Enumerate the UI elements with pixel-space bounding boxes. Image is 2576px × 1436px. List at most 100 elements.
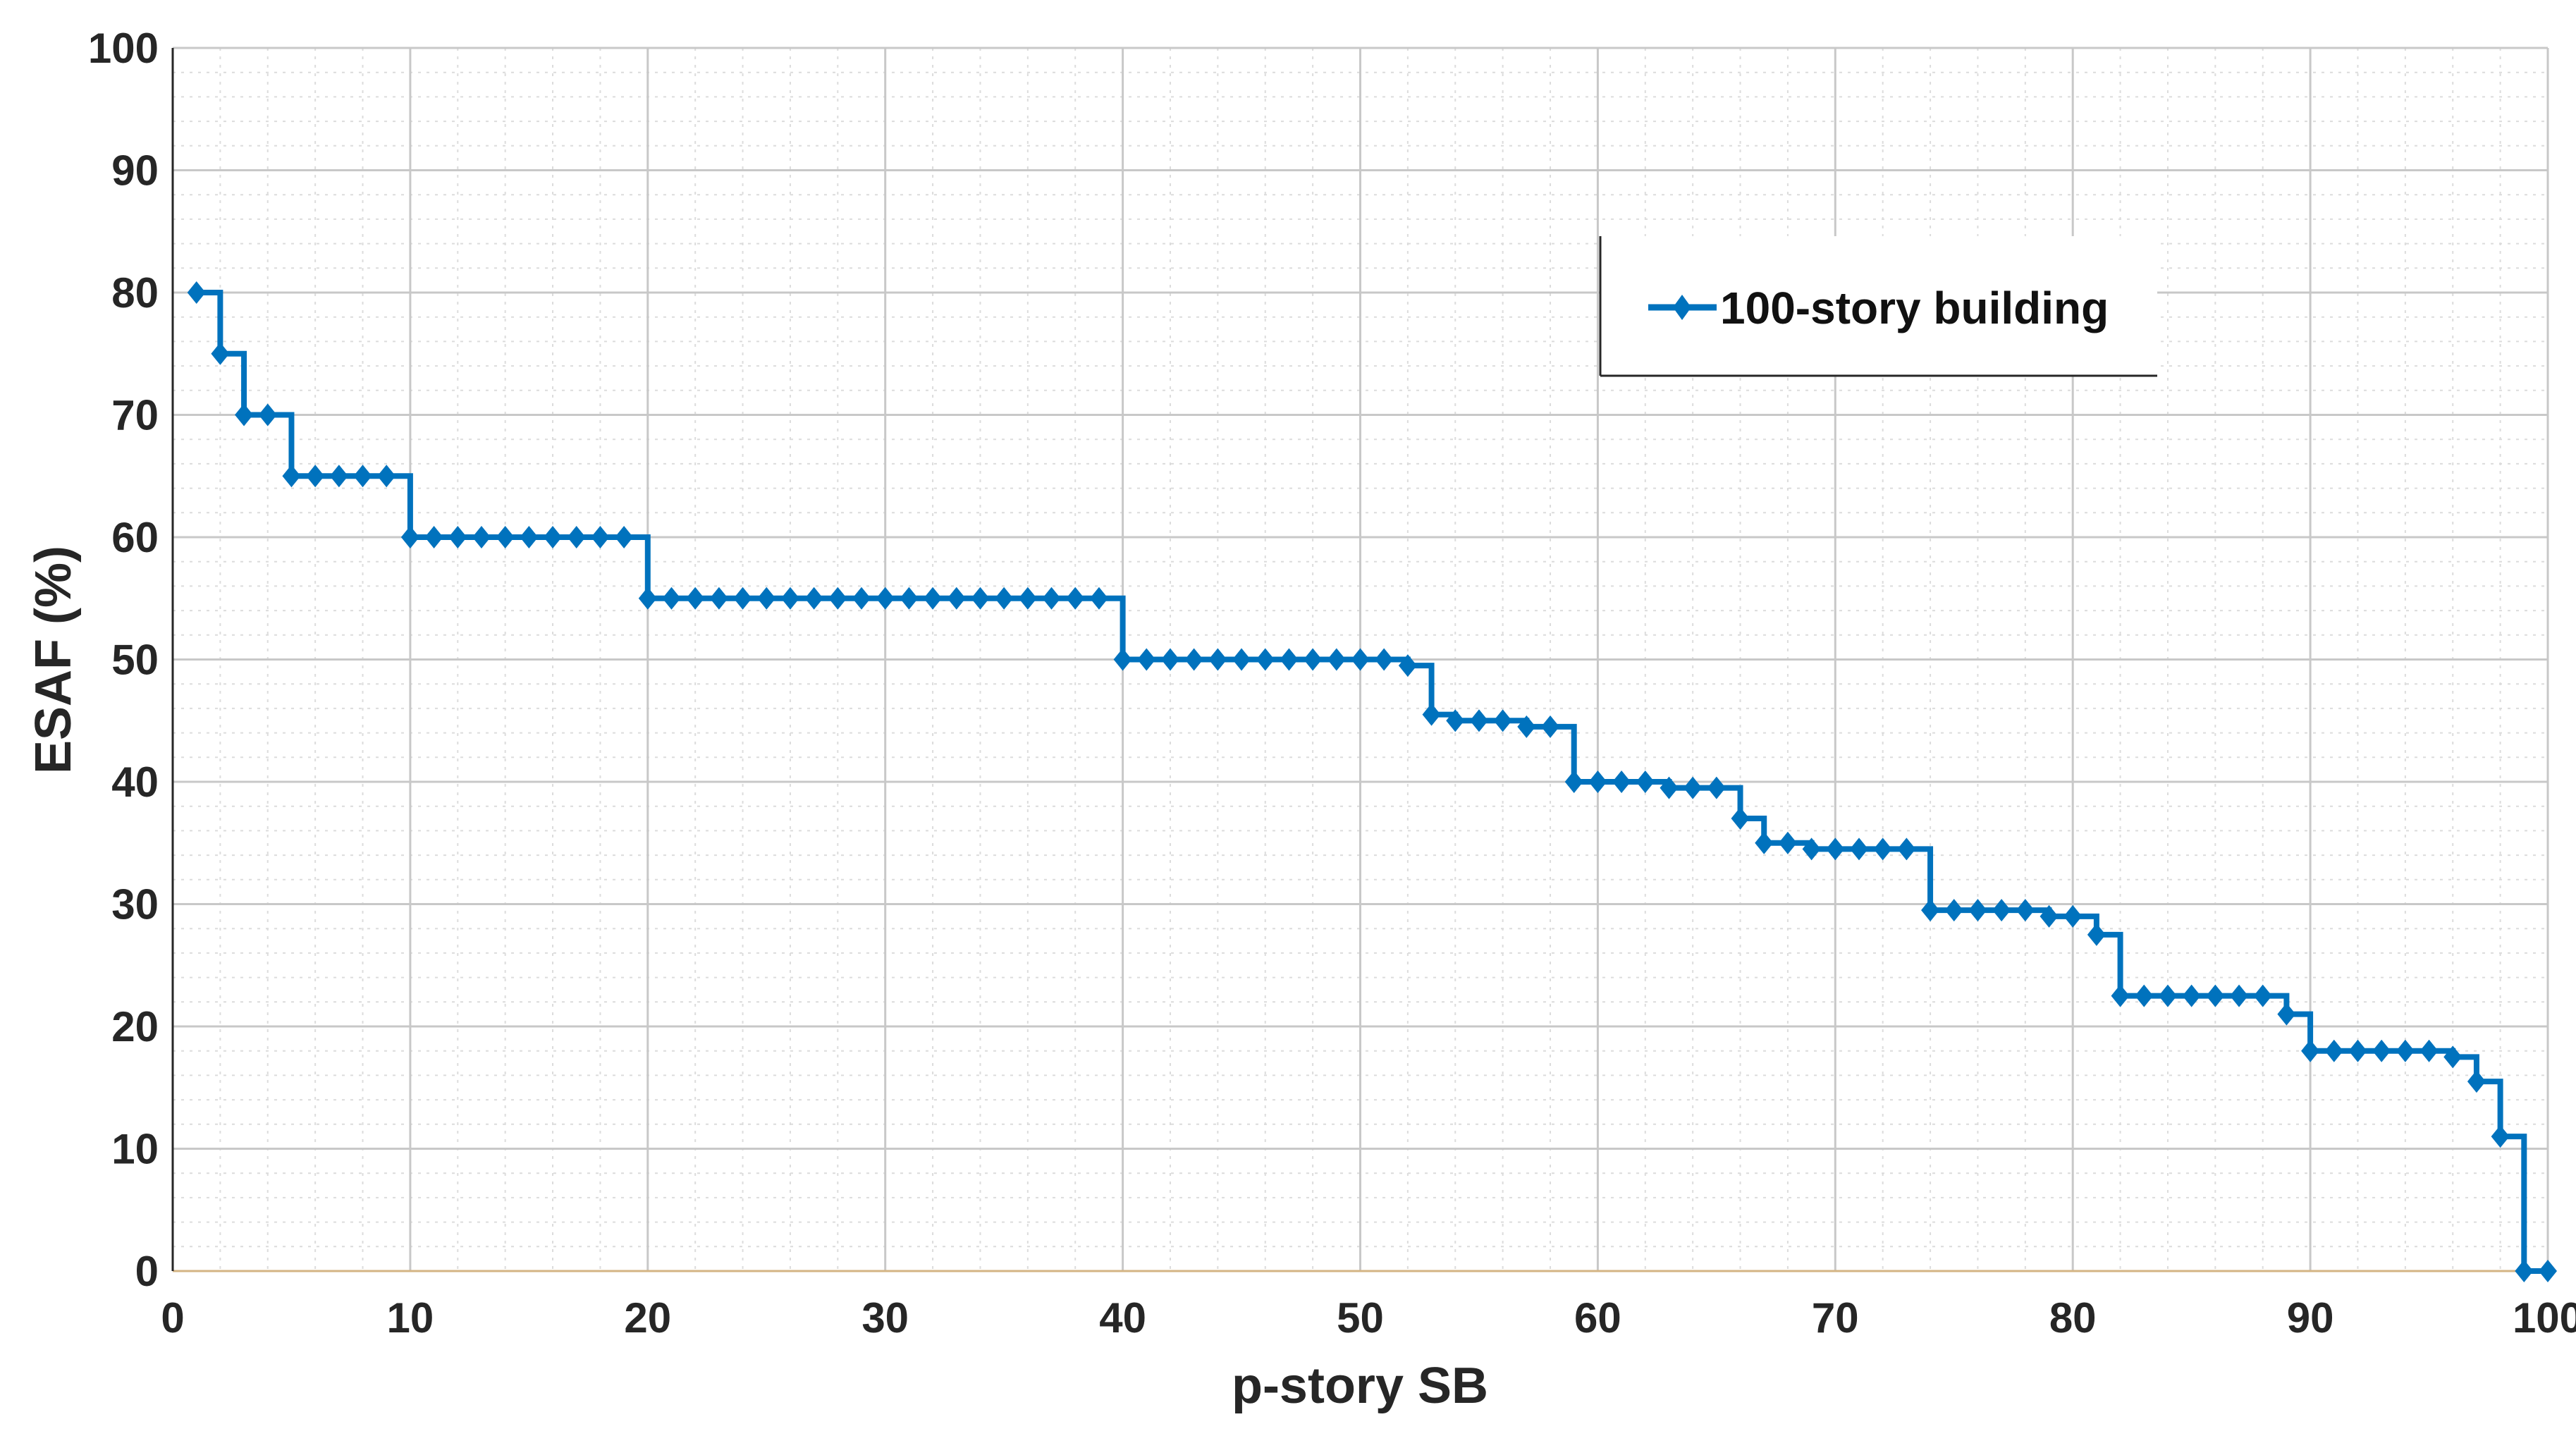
data-point: [2063, 904, 2083, 928]
data-point: [1944, 899, 1963, 922]
x-tick-label: 40: [1099, 1294, 1146, 1342]
y-tick-label: 10: [111, 1126, 159, 1173]
x-tick-label: 20: [624, 1294, 671, 1342]
data-point: [1256, 648, 1275, 671]
data-point: [1541, 715, 1560, 738]
data-point: [2135, 984, 2154, 1007]
data-point: [947, 587, 966, 610]
data-point: [235, 403, 254, 426]
data-point: [2087, 923, 2106, 946]
data-point: [1588, 771, 1607, 793]
data-point: [1897, 837, 1916, 861]
y-tick-label: 70: [111, 392, 159, 439]
y-axis-title: ESAF (%): [25, 546, 82, 774]
data-point: [1612, 771, 1631, 793]
data-point: [1208, 648, 1227, 671]
x-tick-label: 50: [1337, 1294, 1384, 1342]
x-tick-label: 30: [861, 1294, 909, 1342]
data-point: [567, 526, 586, 548]
x-tick-label: 0: [161, 1294, 184, 1342]
x-tick-label: 60: [1574, 1294, 1621, 1342]
data-point: [1089, 587, 1108, 610]
data-point: [1327, 648, 1346, 671]
y-tick-label: 50: [111, 637, 159, 684]
data-point: [971, 587, 990, 610]
data-point: [1921, 899, 1940, 922]
data-point: [1469, 709, 1488, 732]
data-point: [329, 465, 348, 488]
data-point: [1660, 776, 1679, 799]
data-point: [377, 465, 396, 488]
data-point: [662, 587, 681, 610]
data-point: [1849, 837, 1868, 861]
data-point: [1968, 899, 1987, 922]
data-point: [828, 587, 847, 610]
data-point: [638, 587, 657, 610]
y-tick-label: 30: [111, 881, 159, 928]
data-point: [2301, 1039, 2320, 1062]
y-tick-label: 60: [111, 514, 159, 561]
data-point: [995, 587, 1014, 610]
data-point: [544, 526, 563, 548]
data-point: [2491, 1125, 2510, 1148]
data-point: [1517, 715, 1536, 738]
data-point: [2443, 1045, 2462, 1069]
legend-marker-diamond: [1673, 295, 1691, 320]
data-point: [2372, 1039, 2391, 1062]
data-point: [1731, 807, 1750, 830]
data-point: [2040, 904, 2059, 928]
data-point: [2396, 1039, 2415, 1062]
data-point: [1042, 587, 1061, 610]
data-point: [496, 526, 515, 548]
data-point: [2277, 1002, 2296, 1026]
data-point: [1564, 771, 1583, 793]
data-point: [780, 587, 799, 610]
data-point: [2515, 1260, 2534, 1282]
data-point: [282, 465, 301, 488]
data-point: [2206, 984, 2225, 1007]
y-tick-label: 100: [88, 25, 159, 72]
y-tick-label: 90: [111, 147, 159, 195]
data-point: [1826, 837, 1845, 861]
x-tick-label: 90: [2287, 1294, 2334, 1342]
data-point: [1778, 831, 1797, 854]
y-tick-labels: 0 10 20 30 40 50 60 70 80 90 100: [88, 25, 159, 1295]
data-point: [1113, 648, 1132, 671]
data-point: [2230, 984, 2249, 1007]
data-point: [591, 526, 610, 548]
data-point: [757, 587, 776, 610]
data-point: [2253, 984, 2272, 1007]
data-point: [2348, 1039, 2367, 1062]
data-point: [2419, 1039, 2439, 1062]
data-point: [900, 587, 919, 610]
data-point: [1184, 648, 1203, 671]
data-point: [1802, 837, 1821, 861]
data-point: [1422, 703, 1441, 726]
data-point: [2467, 1070, 2486, 1093]
data-point: [2539, 1260, 2557, 1282]
data-point: [353, 465, 372, 488]
data-point: [924, 587, 943, 610]
y-tick-label: 20: [111, 1003, 159, 1050]
data-point: [472, 526, 491, 548]
x-tick-labels: 0 10 20 30 40 50 60 70 80 90 100: [161, 1294, 2576, 1342]
series-100-story-building: [187, 281, 2557, 1282]
data-point: [258, 403, 277, 426]
data-point: [1683, 776, 1703, 799]
data-point: [1636, 771, 1655, 793]
data-point: [709, 587, 728, 610]
data-point: [804, 587, 823, 610]
data-point: [876, 587, 895, 610]
data-point: [1232, 648, 1251, 671]
data-point: [733, 587, 752, 610]
x-tick-label: 80: [2049, 1294, 2097, 1342]
x-axis-title: p-story SB: [1232, 1358, 1488, 1414]
data-point: [1160, 648, 1179, 671]
x-tick-label: 70: [1812, 1294, 1859, 1342]
data-point: [615, 526, 634, 548]
x-tick-label: 10: [387, 1294, 434, 1342]
data-point: [686, 587, 705, 610]
x-tick-label: 100: [2513, 1294, 2576, 1342]
data-point: [1873, 837, 1892, 861]
